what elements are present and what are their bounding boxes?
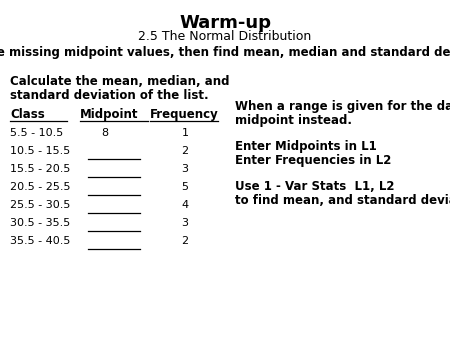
Text: 3: 3 [181,164,189,174]
Text: 8: 8 [101,128,108,138]
Text: 2.5 The Normal Distribution: 2.5 The Normal Distribution [139,30,311,43]
Text: Use 1 - Var Stats  L1, L2: Use 1 - Var Stats L1, L2 [235,180,395,193]
Text: Find the missing midpoint values, then find mean, median and standard deviation.: Find the missing midpoint values, then f… [0,46,450,59]
Text: 1: 1 [181,128,189,138]
Text: standard deviation of the list.: standard deviation of the list. [10,89,209,102]
Text: 30.5 - 35.5: 30.5 - 35.5 [10,218,70,228]
Text: Enter Midpoints in L1: Enter Midpoints in L1 [235,140,377,153]
Text: 5: 5 [181,182,189,192]
Text: to find mean, and standard deviation.: to find mean, and standard deviation. [235,194,450,207]
Text: Calculate the mean, median, and: Calculate the mean, median, and [10,75,230,88]
Text: 25.5 - 30.5: 25.5 - 30.5 [10,200,70,210]
Text: When a range is given for the data, use the: When a range is given for the data, use … [235,100,450,113]
Text: Frequency: Frequency [150,108,219,121]
Text: 2: 2 [181,146,189,156]
Text: 5.5 - 10.5: 5.5 - 10.5 [10,128,63,138]
Text: 2: 2 [181,236,189,246]
Text: midpoint instead.: midpoint instead. [235,114,352,127]
Text: 20.5 - 25.5: 20.5 - 25.5 [10,182,71,192]
Text: 35.5 - 40.5: 35.5 - 40.5 [10,236,70,246]
Text: 15.5 - 20.5: 15.5 - 20.5 [10,164,70,174]
Text: Class: Class [10,108,45,121]
Text: 4: 4 [181,200,189,210]
Text: Warm-up: Warm-up [179,14,271,32]
Text: 3: 3 [181,218,189,228]
Text: Midpoint: Midpoint [80,108,139,121]
Text: 10.5 - 15.5: 10.5 - 15.5 [10,146,70,156]
Text: Enter Frequencies in L2: Enter Frequencies in L2 [235,154,392,167]
